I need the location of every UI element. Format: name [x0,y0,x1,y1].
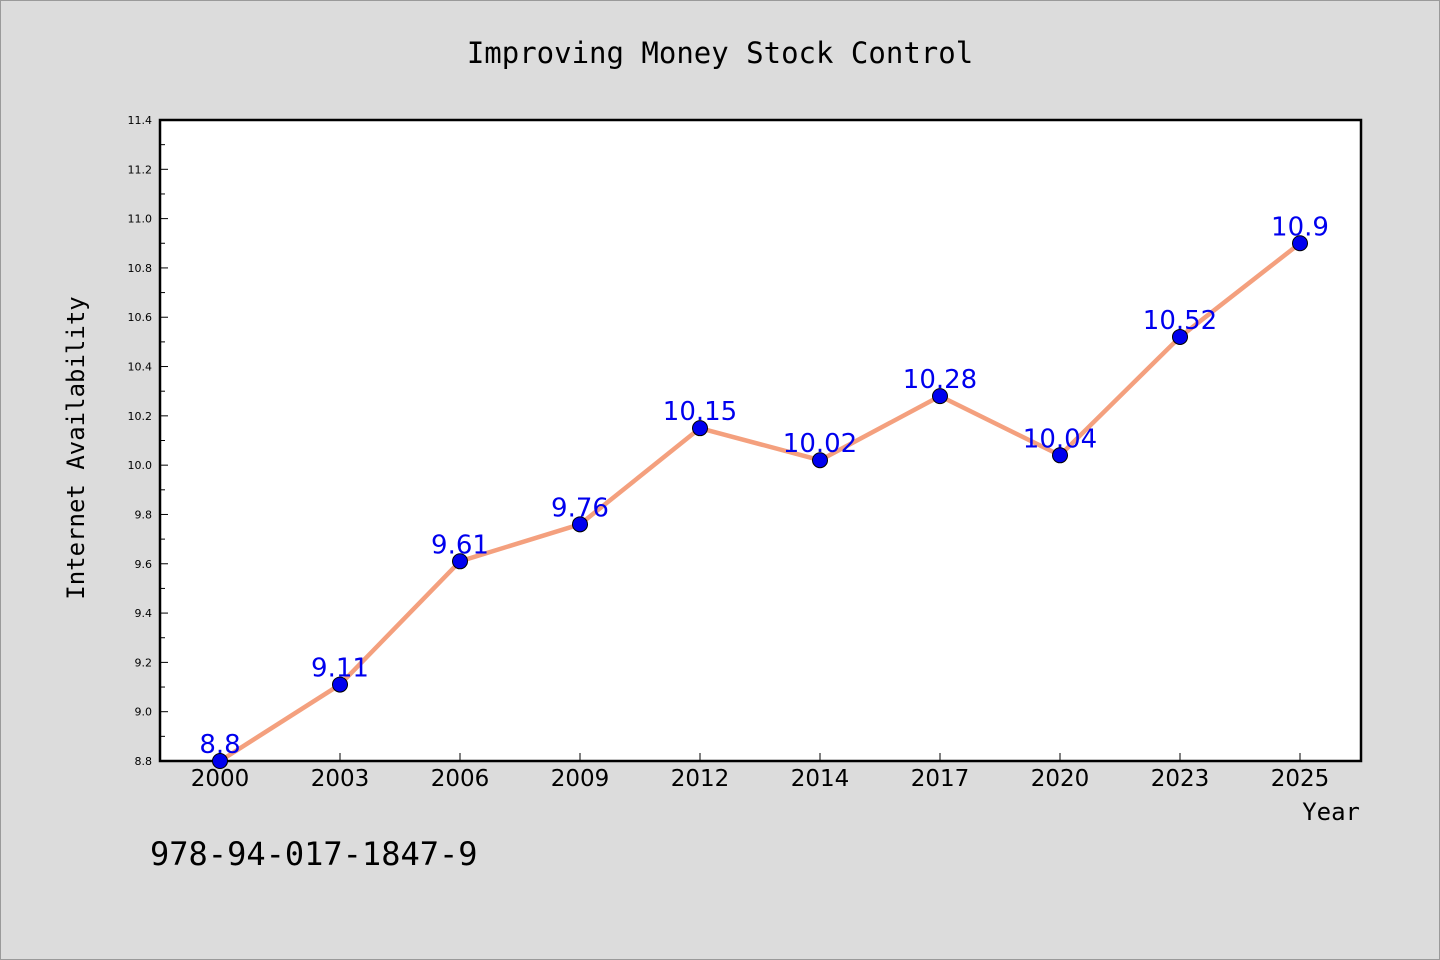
data-point [1172,328,1188,345]
y-tick-label: 11.2 [128,163,153,176]
y-tick-label: 8.8 [135,755,153,768]
y-tick-label: 9.6 [135,558,153,571]
data-point [812,452,828,469]
data-point [452,553,468,570]
data-label: 10.28 [903,365,977,395]
y-tick-label: 9.8 [135,508,153,521]
x-tick-label: 2012 [671,766,730,792]
plot-area [158,118,1363,763]
y-tick-label: 10.2 [128,410,153,423]
data-label: 10.52 [1143,306,1217,336]
y-tick-label: 9.2 [135,656,153,669]
data-label: 10.02 [783,429,857,459]
y-tick-label: 10.0 [128,459,153,472]
data-label: 10.15 [663,397,737,427]
data-label: 10.9 [1271,212,1329,242]
data-point [692,420,708,437]
x-tick-label: 2025 [1271,766,1330,792]
x-tick-label: 2009 [551,766,610,792]
x-tick-label: 2017 [911,766,970,792]
y-tick-label: 11.4 [128,114,153,127]
y-tick-label: 10.8 [128,262,153,275]
isbn-annotation: 978-94-017-1847-9 [150,835,478,873]
data-label: 9.76 [551,493,609,523]
y-tick-label: 9.0 [135,706,153,719]
x-tick-label: 2014 [791,766,850,792]
data-label: 10.04 [1023,424,1097,454]
data-point [1292,235,1308,252]
data-point [572,516,588,533]
data-point [932,388,948,405]
x-tick-label: 2000 [191,766,250,792]
data-label: 8.8 [199,730,240,760]
y-tick-label: 10.4 [128,361,153,374]
data-label: 9.11 [311,654,369,684]
y-axis-label: Internet Availability [62,296,90,599]
y-tick-label: 11.0 [128,213,153,226]
x-tick-label: 2003 [311,766,370,792]
x-tick-label: 2023 [1151,766,1210,792]
x-tick-label: 2006 [431,766,490,792]
y-tick-label: 9.4 [135,607,153,620]
data-point [332,676,348,693]
data-point [212,753,228,769]
chart-title: Improving Money Stock Control [467,36,973,70]
x-axis: 2000 2003 2006 2009 2012 2014 2017 2020 2023 2025 [191,753,1330,792]
series-line [217,241,1303,764]
x-tick-label: 2020 [1031,766,1090,792]
y-tick-label: 10.6 [128,311,153,324]
y-axis: 8.8 9.0 9.2 9.4 9.6 9.8 10.0 10.2 10.4 10.6 10.8 11… [128,114,168,768]
data-point [1052,447,1068,464]
data-label: 9.61 [431,530,489,560]
x-axis-label: Year [1302,798,1360,826]
series-group: 8.8 9.11 9.61 9.76 10.15 10.02 10.28 10.04 10.52… [199,212,1329,769]
